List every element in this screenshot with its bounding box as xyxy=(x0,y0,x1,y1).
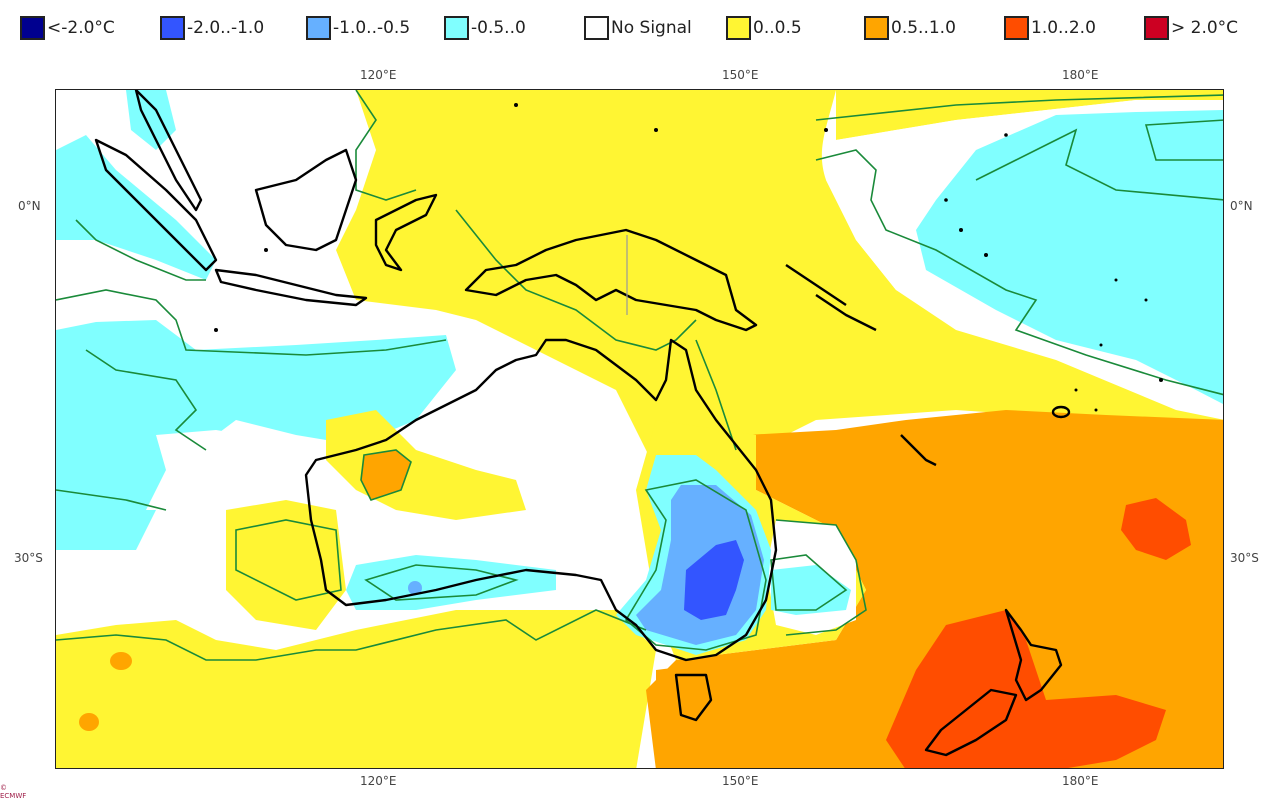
region-05-1-tasman xyxy=(646,410,1223,768)
legend-swatch xyxy=(584,16,609,40)
legend-item-0-05: 0..0.5 xyxy=(726,14,802,42)
credit-logo: © ECMWF xyxy=(0,784,26,800)
region-05-1-pilbara xyxy=(361,450,411,500)
legend-label: 0.5..1.0 xyxy=(891,18,956,38)
region-minus2-minus1-se-aus xyxy=(684,540,744,620)
right-tick-0n: 0°N xyxy=(1230,199,1253,213)
credit-line2: ECMWF xyxy=(0,792,27,800)
legend-item-1-2: 1.0..2.0 xyxy=(1004,14,1096,42)
legend-swatch xyxy=(444,16,469,40)
map-canvas xyxy=(56,90,1223,768)
region-0-05-north xyxy=(336,90,1223,470)
bottom-tick-180e: 180°E xyxy=(1062,774,1099,788)
region-minus05-0-pacific xyxy=(916,110,1223,404)
legend-item-minus2-minus1: -2.0..-1.0 xyxy=(160,14,264,42)
legend-item-05-1: 0.5..1.0 xyxy=(864,14,956,42)
legend-swatch xyxy=(306,16,331,40)
legend-swatch xyxy=(1144,16,1169,40)
region-0-05-south-indian xyxy=(56,610,656,768)
legend-swatch xyxy=(1004,16,1029,40)
legend: <-2.0°C -2.0..-1.0 -1.0..-0.5 -0.5..0 No… xyxy=(0,14,1280,44)
legend-swatch xyxy=(160,16,185,40)
legend-label: > 2.0°C xyxy=(1171,18,1239,38)
legend-swatch xyxy=(20,16,45,40)
legend-swatch xyxy=(864,16,889,40)
left-tick-30s: 30°S xyxy=(14,551,43,565)
top-tick-120e: 120°E xyxy=(360,68,397,82)
legend-label: -2.0..-1.0 xyxy=(187,18,265,38)
legend-label: 0..0.5 xyxy=(753,18,802,38)
bottom-tick-120e: 120°E xyxy=(360,774,397,788)
legend-item-minus1-minus05: -1.0..-0.5 xyxy=(306,14,410,42)
right-tick-30s: 30°S xyxy=(1230,551,1259,565)
legend-label: -1.0..-0.5 xyxy=(333,18,411,38)
legend-swatch xyxy=(726,16,751,40)
island-dots xyxy=(214,103,1163,412)
anomaly-map xyxy=(55,89,1224,769)
region-1-2-nz xyxy=(886,610,1166,768)
region-1-2-east xyxy=(1121,498,1191,560)
bottom-tick-150e: 150°E xyxy=(722,774,759,788)
legend-label: <-2.0°C xyxy=(47,18,115,38)
legend-item-no-signal: No Signal xyxy=(584,14,692,42)
coastlines xyxy=(94,90,1071,757)
legend-item-lt-minus2: <-2.0°C xyxy=(20,14,115,42)
legend-label: 1.0..2.0 xyxy=(1031,18,1096,38)
region-minus05-0-sumatra xyxy=(56,135,216,280)
legend-item-minus05-0: -0.5..0 xyxy=(444,14,526,42)
top-tick-180e: 180°E xyxy=(1062,68,1099,82)
left-tick-0n: 0°N xyxy=(18,199,41,213)
legend-item-gt-2: > 2.0°C xyxy=(1144,14,1238,42)
top-tick-150e: 150°E xyxy=(722,68,759,82)
credit-line1: © xyxy=(0,784,7,792)
legend-label: -0.5..0 xyxy=(471,18,526,38)
legend-label: No Signal xyxy=(611,18,692,38)
